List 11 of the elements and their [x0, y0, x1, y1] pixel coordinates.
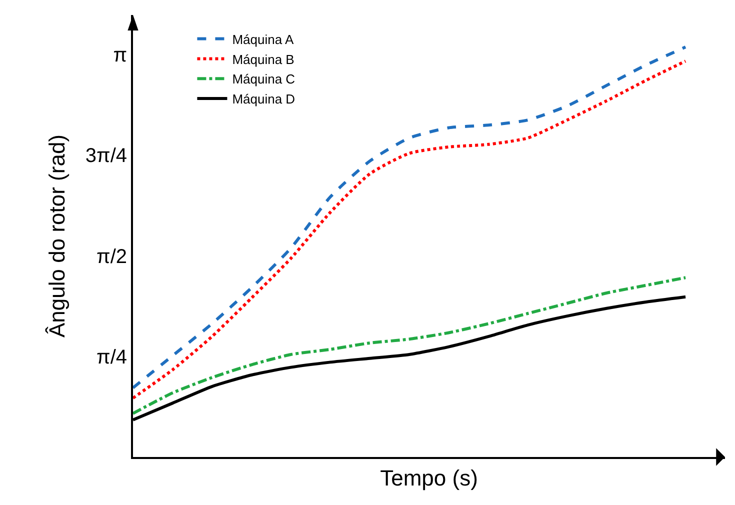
x-axis-title: Tempo (s) — [380, 465, 478, 490]
y-tick-label: 3π/4 — [85, 145, 127, 168]
y-tick-label: π — [113, 44, 127, 67]
legend-label: Máquina D — [232, 92, 296, 107]
legend-label: Máquina C — [232, 72, 296, 87]
y-tick-label: π/2 — [96, 246, 127, 268]
y-axis-title: Ângulo do rotor (rad) — [44, 134, 70, 338]
legend-label: Máquina A — [232, 32, 294, 47]
y-tick-label: π/4 — [96, 346, 127, 368]
line-series — [133, 276, 688, 415]
legend-label: Máquina B — [232, 52, 294, 67]
